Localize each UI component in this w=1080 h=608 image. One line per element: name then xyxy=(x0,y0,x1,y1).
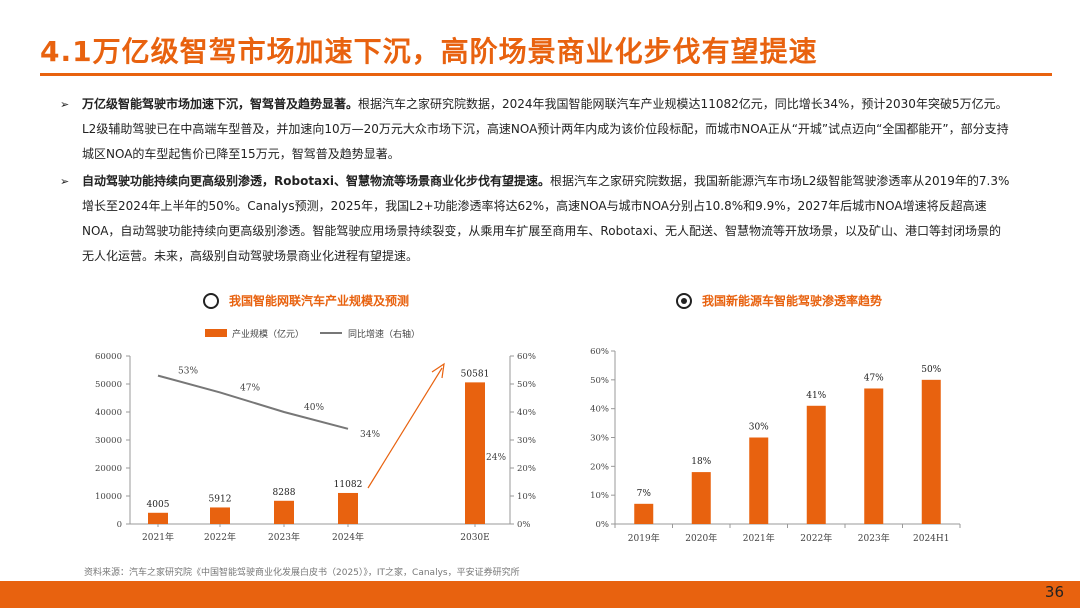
bullet-item-1: ➢ 万亿级智能驾驶市场加速下沉，智驾普及趋势显著。根据汽车之家研究院数据，202… xyxy=(60,92,1010,167)
y-tick-label: 60% xyxy=(590,347,609,357)
growth-line xyxy=(157,374,349,430)
source-note: 资料来源：汽车之家研究院《中国智能驾驶商业化发展白皮书（2025）》，IT之家，… xyxy=(84,568,520,578)
y-tick-label: 0 xyxy=(117,520,122,530)
y2-tick-label: 50% xyxy=(517,380,536,390)
title-divider xyxy=(40,73,1052,76)
bar-2030E xyxy=(465,382,485,524)
y-tick-label: 10% xyxy=(590,491,609,501)
bar-2023年 xyxy=(864,388,884,524)
legend-bar-label: 产业规模（亿元） xyxy=(232,328,304,340)
x-tick-label: 2021年 xyxy=(743,532,775,544)
chart1-header: 我国智能网联汽车产业规模及预测 xyxy=(203,292,409,309)
growth-value-label: 53% xyxy=(178,367,198,377)
x-tick-label: 2022年 xyxy=(204,531,236,543)
y-tick-label: 50000 xyxy=(95,380,122,390)
bar-value-label: 7% xyxy=(637,489,652,499)
chart2-title: 我国新能源车智能驾驶渗透率趋势 xyxy=(702,294,883,308)
y2-tick-label: 40% xyxy=(517,408,536,418)
y-tick-label: 20000 xyxy=(95,464,122,474)
bar-2019年 xyxy=(634,503,654,524)
bar-value-label: 5912 xyxy=(209,494,232,504)
chart1-title: 我国智能网联汽车产业规模及预测 xyxy=(229,294,410,308)
bullet-text: 根据汽车之家研究院数据，2024年我国智能网联汽车产业规模达11082亿元，同比… xyxy=(82,97,1009,161)
bar-2022年 xyxy=(210,507,230,524)
x-tick-label: 2020年 xyxy=(685,532,717,544)
trend-arrow-icon xyxy=(367,367,443,489)
bar-value-label: 18% xyxy=(691,457,711,467)
x-tick-label: 2024H1 xyxy=(913,534,949,544)
y2-tick-label: 60% xyxy=(517,352,536,362)
y-tick-label: 60000 xyxy=(95,352,122,362)
bar-2020年 xyxy=(691,472,711,524)
y-tick-label: 30% xyxy=(590,434,609,444)
page-title: 4.1万亿级智驾市场加速下沉，高阶场景商业化步伐有望提速 xyxy=(40,35,818,68)
x-tick-label: 2024年 xyxy=(332,531,364,543)
bar-2022年 xyxy=(806,405,826,524)
bullet-lead: 万亿级智能驾驶市场加速下沉，智驾普及趋势显著。 xyxy=(82,97,359,111)
bar-value-label: 8288 xyxy=(273,488,296,498)
bar-2021年 xyxy=(148,512,168,524)
bar-value-label: 47% xyxy=(864,373,884,383)
growth-value-label: 24% xyxy=(486,453,506,463)
growth-value-label: 47% xyxy=(240,383,260,393)
arrow-bullet-icon: ➢ xyxy=(60,175,70,188)
chart2-header: 我国新能源车智能驾驶渗透率趋势 xyxy=(676,292,882,309)
y2-tick-label: 0% xyxy=(517,520,531,530)
x-tick-label: 2019年 xyxy=(628,532,660,544)
trend-arrowhead-icon xyxy=(431,362,445,379)
x-tick-label: 2030E xyxy=(460,533,489,543)
y-tick-label: 20% xyxy=(590,462,609,472)
footer-bar xyxy=(0,581,1080,608)
y-tick-label: 0% xyxy=(596,520,610,530)
radio-unchecked-icon[interactable] xyxy=(203,292,219,309)
x-tick-label: 2023年 xyxy=(268,531,300,543)
y-tick-label: 30000 xyxy=(95,436,122,446)
y-tick-label: 40000 xyxy=(95,408,122,418)
legend-line-label: 同比增速（右轴） xyxy=(348,328,420,340)
legend-bar-swatch xyxy=(205,329,227,337)
industry-scale-chart: 产业规模（亿元） 同比增速（右轴） 0 10000 20000 30000 40000 500… xyxy=(95,328,536,543)
y2-tick-label: 20% xyxy=(517,464,536,474)
bar-value-label: 41% xyxy=(806,391,826,401)
bar-2023年 xyxy=(274,500,294,524)
y-tick-label: 40% xyxy=(590,405,609,415)
bar-2021年 xyxy=(749,437,769,524)
page-number: 36 xyxy=(1044,583,1064,601)
x-tick-label: 2023年 xyxy=(858,532,890,544)
bullet-item-2: ➢ 自动驾驶功能持续向更高级别渗透，Robotaxi、智慧物流等场景商业化步伐有… xyxy=(60,169,1010,269)
x-tick-label: 2021年 xyxy=(142,531,174,543)
x-tick-label: 2022年 xyxy=(800,532,832,544)
bar-value-label: 50581 xyxy=(461,369,490,379)
bar-value-label: 4005 xyxy=(147,500,170,510)
bullet-text: 根据汽车之家研究院数据，我国新能源汽车市场L2级智能驾驶渗透率从2019年的7.… xyxy=(82,174,1010,263)
radio-checked-icon[interactable] xyxy=(676,292,692,309)
bar-value-label: 11082 xyxy=(334,480,363,490)
bullet-list: ➢ 万亿级智能驾驶市场加速下沉，智驾普及趋势显著。根据汽车之家研究院数据，202… xyxy=(60,92,1010,271)
bar-value-label: 50% xyxy=(921,365,941,375)
bullet-lead: 自动驾驶功能持续向更高级别渗透，Robotaxi、智慧物流等场景商业化步伐有望提… xyxy=(82,174,551,188)
arrow-bullet-icon: ➢ xyxy=(60,98,70,111)
y2-tick-label: 10% xyxy=(517,492,536,502)
bar-value-label: 30% xyxy=(749,423,769,433)
bar-2024年 xyxy=(338,492,358,524)
y-tick-label: 50% xyxy=(590,376,609,386)
growth-value-label: 40% xyxy=(304,403,324,413)
growth-value-label: 34% xyxy=(360,430,380,440)
y-tick-label: 10000 xyxy=(95,492,122,502)
bar-2024H1 xyxy=(921,379,941,524)
penetration-rate-chart: 0% 10% 20% 30% 40% 50% 60% 7% 2019年 18% 2020年 30% 20… xyxy=(590,347,961,544)
y2-tick-label: 30% xyxy=(517,436,536,446)
